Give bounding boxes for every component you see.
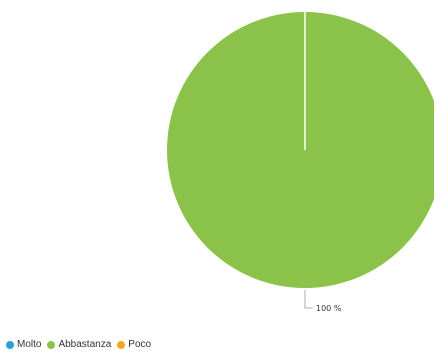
legend-label-molto: Molto xyxy=(17,339,42,350)
legend-marker-poco xyxy=(117,340,126,349)
chart-legend: Molto Abbastanza Poco xyxy=(6,339,151,350)
legend-label-abbastanza: Abbastanza xyxy=(58,339,112,350)
pie-slice-abbastanza[interactable] xyxy=(167,12,434,288)
data-label-leader-abbastanza xyxy=(304,290,313,309)
legend-marker-abbastanza xyxy=(47,340,56,349)
data-label-abbastanza: 100 % xyxy=(316,304,342,313)
legend-item-molto[interactable]: Molto xyxy=(6,339,41,350)
legend-marker-molto xyxy=(6,340,14,349)
legend-item-poco[interactable]: Poco xyxy=(117,339,151,350)
pie-data-labels: 100 % xyxy=(304,290,342,313)
pie-slices xyxy=(167,12,434,288)
legend-label-poco: Poco xyxy=(128,339,152,350)
legend-item-abbastanza[interactable]: Abbastanza xyxy=(47,339,111,350)
